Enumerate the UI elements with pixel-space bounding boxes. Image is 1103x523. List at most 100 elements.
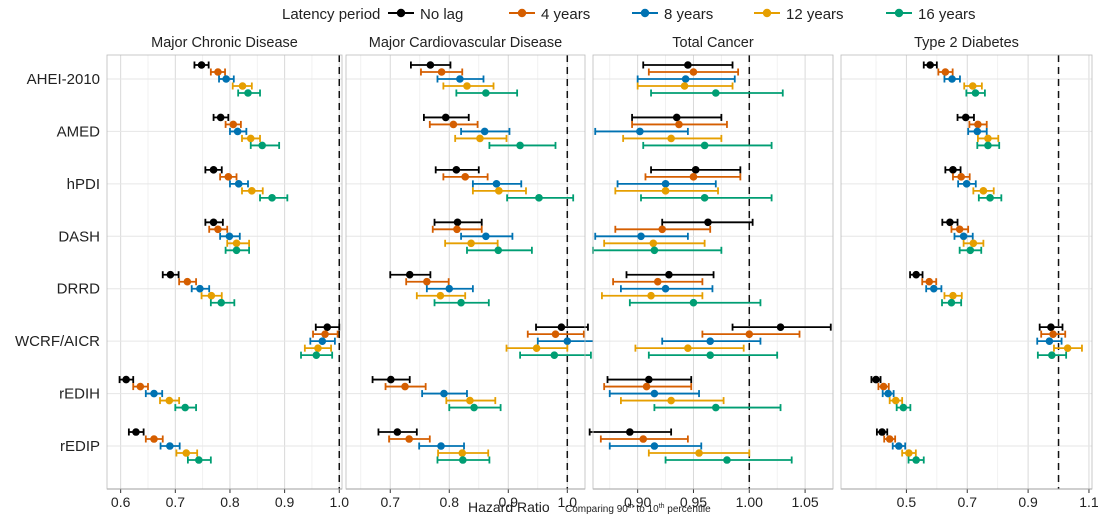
point-estimate	[233, 127, 242, 136]
x-tick-label: 1.0	[330, 494, 350, 510]
panel-background	[107, 55, 342, 489]
point-estimate	[706, 351, 715, 359]
point-estimate	[436, 291, 445, 300]
point-estimate	[665, 270, 673, 279]
panel-border	[592, 54, 834, 490]
point-estimate	[723, 456, 731, 464]
point-estimate	[516, 141, 524, 150]
point-estimate	[711, 403, 720, 412]
point-estimate	[238, 82, 247, 90]
legend-item-1: No lag	[388, 6, 463, 23]
panel-title: Major Cardiovascular Disease	[369, 35, 562, 51]
point-estimate	[885, 435, 894, 443]
x-tick-label: 0.7	[166, 494, 186, 510]
point-estimate	[661, 284, 670, 293]
point-estimate	[458, 449, 467, 457]
panel-background	[346, 55, 585, 489]
point-estimate	[675, 120, 683, 129]
point-estimate	[482, 89, 490, 97]
point-estimate	[453, 218, 462, 227]
panel-1: Major Chronic Disease 0.6 0.7 0.8 0.9 1.0	[106, 35, 350, 510]
point-estimate	[232, 239, 241, 248]
point-estimate	[973, 127, 982, 136]
point-estimate	[440, 389, 448, 398]
point-estimate	[957, 173, 965, 181]
legend-item-3: 8 years	[632, 6, 713, 23]
point-estimate	[929, 284, 938, 293]
point-estimate	[246, 134, 255, 143]
x-tick-label: 1.0	[558, 494, 578, 510]
point-estimate	[650, 389, 659, 398]
point-estimate	[459, 456, 467, 464]
point-estimate	[776, 323, 785, 331]
point-estimate	[946, 218, 954, 227]
point-estimate	[393, 428, 402, 436]
point-estimate	[962, 180, 971, 188]
point-estimate	[166, 442, 174, 450]
point-estimate	[234, 180, 243, 188]
point-estimate	[912, 270, 920, 279]
legend-label: 8 years	[664, 6, 713, 23]
point-estimate	[405, 435, 413, 443]
point-estimate	[232, 246, 241, 255]
point-estimate	[689, 68, 698, 76]
point-estimate	[214, 68, 222, 76]
legend-marker	[894, 8, 904, 18]
y-tick-label: rEDIP	[60, 438, 100, 455]
point-estimate	[667, 396, 675, 405]
point-estimate	[672, 113, 681, 122]
x-tick-label: 0.9	[275, 494, 295, 510]
point-estimate	[387, 375, 395, 384]
point-estimate	[968, 82, 977, 90]
point-estimate	[695, 449, 703, 457]
point-estimate	[195, 456, 203, 464]
point-estimate	[653, 277, 662, 286]
point-estimate	[183, 277, 192, 286]
point-estimate	[637, 232, 645, 241]
point-estimate	[209, 166, 218, 174]
y-tick-label: WCRF/AICR	[15, 333, 100, 350]
legend-label: 16 years	[918, 6, 976, 23]
point-estimate	[461, 173, 470, 181]
point-estimate	[441, 113, 450, 122]
point-estimate	[689, 298, 698, 307]
point-estimate	[258, 141, 267, 150]
point-estimate	[700, 141, 709, 150]
point-estimate	[626, 428, 634, 436]
point-estimate	[684, 61, 692, 69]
point-estimate	[649, 239, 658, 248]
point-estimate	[971, 89, 980, 97]
point-estimate	[899, 403, 908, 412]
point-estimate	[405, 270, 414, 279]
x-tick-label: 1.1	[1079, 494, 1099, 510]
point-estimate	[426, 61, 435, 69]
x-tick-label: 0.90	[624, 494, 651, 510]
point-estimate	[650, 246, 659, 255]
point-estimate	[182, 449, 191, 457]
point-estimate	[645, 375, 653, 384]
point-estimate	[650, 442, 659, 450]
point-estimate	[969, 239, 978, 248]
point-estimate	[229, 120, 238, 129]
panel-title: Type 2 Diabetes	[914, 35, 1019, 51]
point-estimate	[680, 82, 689, 90]
point-estimate	[466, 396, 474, 405]
point-estimate	[912, 456, 920, 464]
point-estimate	[480, 127, 489, 136]
point-estimate	[314, 344, 322, 352]
y-tick-label: hPDI	[67, 176, 100, 193]
point-estimate	[691, 166, 700, 174]
point-estimate	[949, 166, 957, 174]
point-estimate	[642, 382, 651, 391]
x-tick-label: 0.8	[220, 494, 240, 510]
point-estimate	[961, 113, 970, 122]
point-estimate	[196, 284, 204, 293]
point-estimate	[132, 428, 140, 436]
point-estimate	[532, 344, 541, 352]
y-tick-label: AHEI-2010	[27, 71, 100, 88]
legend-marker	[396, 8, 406, 18]
point-estimate	[321, 330, 329, 338]
point-estimate	[423, 277, 431, 286]
point-estimate	[636, 127, 644, 136]
legend-marker	[517, 8, 527, 18]
